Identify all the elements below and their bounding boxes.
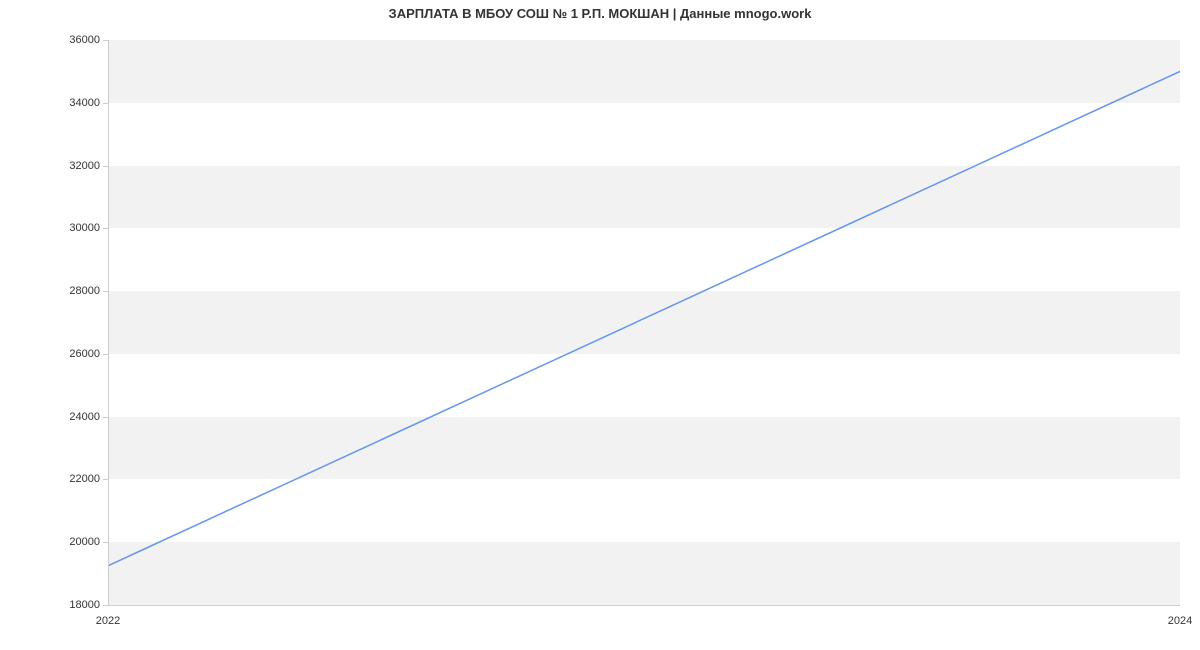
series-line-salary: [108, 71, 1180, 565]
y-axis-tick-label: 32000: [69, 160, 100, 172]
salary-line-chart: ЗАРПЛАТА В МБОУ СОШ № 1 Р.П. МОКШАН | Да…: [0, 0, 1200, 650]
chart-series-svg: [108, 40, 1180, 605]
chart-title: ЗАРПЛАТА В МБОУ СОШ № 1 Р.П. МОКШАН | Да…: [0, 6, 1200, 21]
x-axis-tick-label: 2022: [96, 615, 120, 627]
plot-area: 1800020000220002400026000280003000032000…: [108, 40, 1180, 605]
x-axis-tick-label: 2024: [1168, 615, 1192, 627]
y-axis-tick-label: 24000: [69, 411, 100, 423]
y-axis-tick-label: 20000: [69, 536, 100, 548]
y-axis-tick-label: 34000: [69, 97, 100, 109]
y-axis-line: [108, 40, 109, 605]
y-axis-tick-label: 36000: [69, 34, 100, 46]
y-axis-tick-label: 22000: [69, 473, 100, 485]
x-axis-line: [108, 605, 1180, 606]
y-axis-tick-label: 30000: [69, 222, 100, 234]
y-axis-tick-label: 26000: [69, 348, 100, 360]
y-axis-tick-label: 28000: [69, 285, 100, 297]
y-axis-tick-label: 18000: [69, 599, 100, 611]
